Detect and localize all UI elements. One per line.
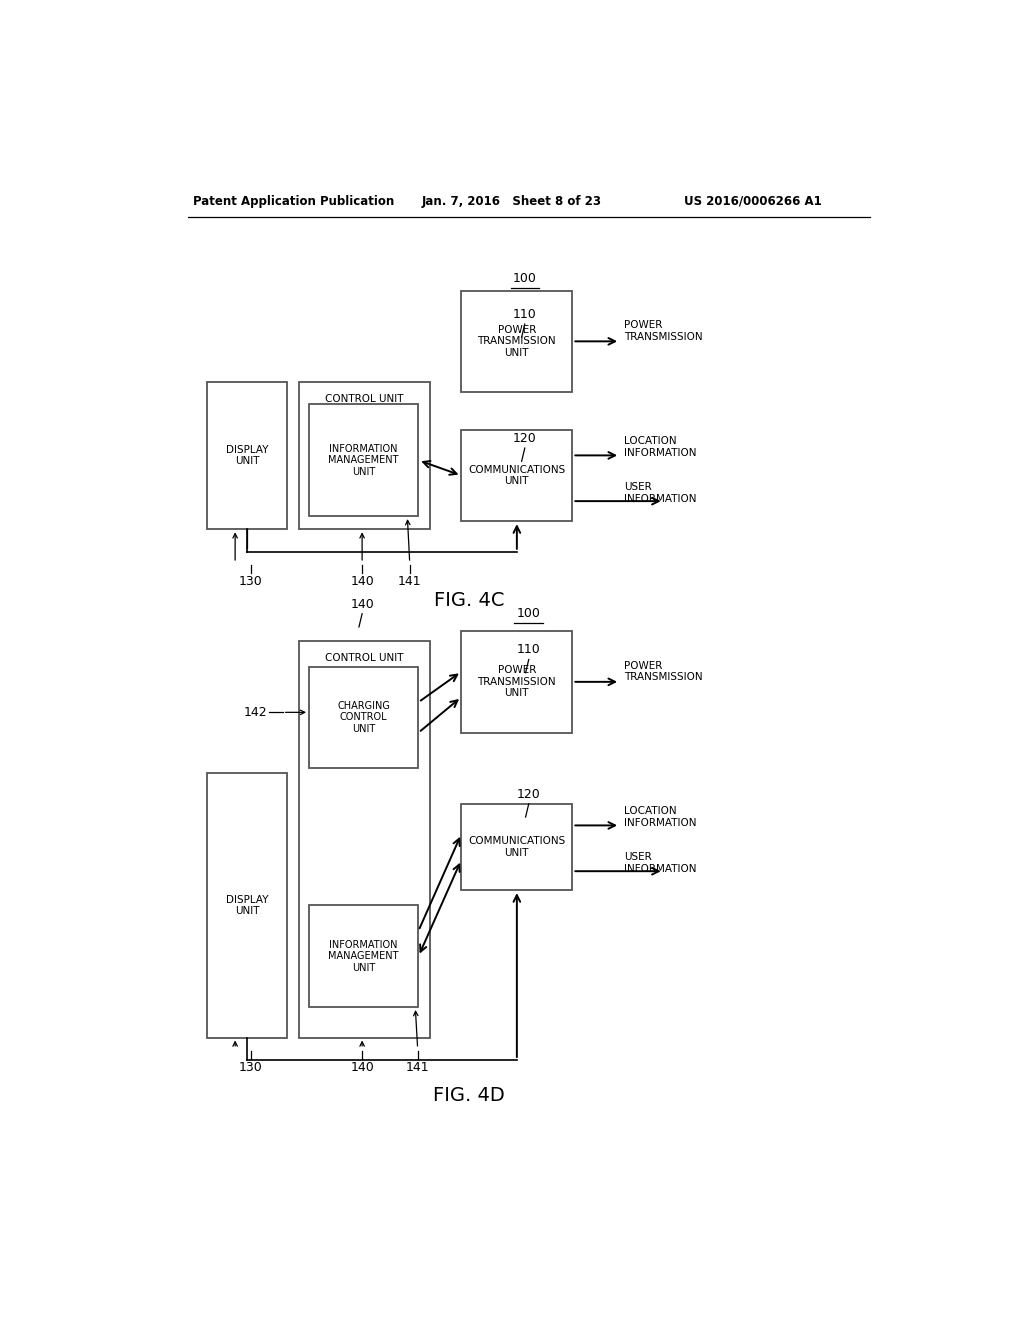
Text: POWER
TRANSMISSION: POWER TRANSMISSION <box>624 321 702 342</box>
Text: 100: 100 <box>517 607 541 620</box>
Text: 140: 140 <box>350 576 374 589</box>
Text: COMMUNICATIONS
UNIT: COMMUNICATIONS UNIT <box>468 465 565 486</box>
FancyBboxPatch shape <box>309 404 419 516</box>
Text: FIG. 4C: FIG. 4C <box>434 591 505 610</box>
Text: 100: 100 <box>513 272 537 285</box>
Text: Patent Application Publication: Patent Application Publication <box>194 194 394 207</box>
Text: LOCATION
INFORMATION: LOCATION INFORMATION <box>624 437 696 458</box>
FancyBboxPatch shape <box>309 906 419 1007</box>
FancyBboxPatch shape <box>461 631 572 733</box>
Text: POWER
TRANSMISSION: POWER TRANSMISSION <box>624 661 702 682</box>
Text: INFORMATION
MANAGEMENT
UNIT: INFORMATION MANAGEMENT UNIT <box>329 444 399 477</box>
Text: POWER
TRANSMISSION
UNIT: POWER TRANSMISSION UNIT <box>477 665 556 698</box>
FancyBboxPatch shape <box>299 381 430 529</box>
Text: 141: 141 <box>398 576 422 589</box>
Text: DISPLAY
UNIT: DISPLAY UNIT <box>225 895 268 916</box>
Text: 141: 141 <box>406 1061 429 1074</box>
Text: 140: 140 <box>350 598 374 611</box>
FancyBboxPatch shape <box>207 381 287 529</box>
Text: US 2016/0006266 A1: US 2016/0006266 A1 <box>684 194 821 207</box>
FancyBboxPatch shape <box>461 804 572 890</box>
Text: LOCATION
INFORMATION: LOCATION INFORMATION <box>624 807 696 828</box>
FancyBboxPatch shape <box>299 642 430 1038</box>
Text: 130: 130 <box>240 576 263 589</box>
Text: 142: 142 <box>244 706 267 719</box>
Text: 130: 130 <box>240 1061 263 1074</box>
FancyBboxPatch shape <box>207 774 287 1038</box>
Text: 140: 140 <box>350 1061 374 1074</box>
Text: INFORMATION
MANAGEMENT
UNIT: INFORMATION MANAGEMENT UNIT <box>329 940 399 973</box>
Text: 120: 120 <box>517 788 541 801</box>
Text: FIG. 4D: FIG. 4D <box>433 1086 505 1105</box>
Text: USER
INFORMATION: USER INFORMATION <box>624 853 696 874</box>
FancyBboxPatch shape <box>309 667 419 768</box>
Text: CHARGING
CONTROL
UNIT: CHARGING CONTROL UNIT <box>337 701 390 734</box>
Text: CONTROL UNIT: CONTROL UNIT <box>325 395 403 404</box>
Text: 110: 110 <box>513 308 537 321</box>
Text: CONTROL UNIT: CONTROL UNIT <box>325 653 403 664</box>
Text: 110: 110 <box>517 643 541 656</box>
Text: 120: 120 <box>513 432 537 445</box>
Text: Jan. 7, 2016   Sheet 8 of 23: Jan. 7, 2016 Sheet 8 of 23 <box>422 194 602 207</box>
FancyBboxPatch shape <box>461 430 572 521</box>
Text: DISPLAY
UNIT: DISPLAY UNIT <box>225 445 268 466</box>
Text: POWER
TRANSMISSION
UNIT: POWER TRANSMISSION UNIT <box>477 325 556 358</box>
FancyBboxPatch shape <box>461 290 572 392</box>
Text: COMMUNICATIONS
UNIT: COMMUNICATIONS UNIT <box>468 836 565 858</box>
Text: USER
INFORMATION: USER INFORMATION <box>624 482 696 504</box>
